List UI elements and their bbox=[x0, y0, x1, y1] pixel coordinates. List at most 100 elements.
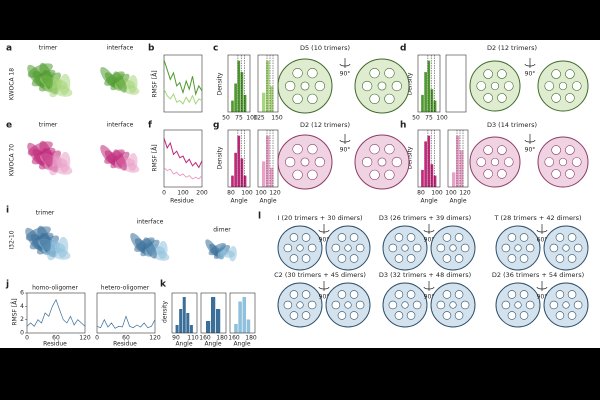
caption: dimer bbox=[213, 227, 231, 234]
hist-bar bbox=[421, 169, 424, 187]
cage-pore bbox=[300, 157, 310, 167]
cage-pore bbox=[394, 254, 404, 263]
cage-pore bbox=[573, 300, 583, 310]
x-tick-label: 100 bbox=[431, 190, 443, 197]
caption: trimer bbox=[39, 122, 58, 129]
y-label: RMSF [Å] bbox=[152, 70, 159, 97]
cage-pore bbox=[442, 311, 452, 320]
caption: interface bbox=[137, 219, 164, 226]
x-tick-label: 0 bbox=[25, 335, 29, 342]
row-name: KWOCA 18 bbox=[9, 68, 16, 100]
hist-bar bbox=[270, 86, 274, 112]
cage-title: D2 (12 trimers) bbox=[487, 44, 537, 52]
cage-pore bbox=[337, 290, 347, 299]
cage-pore bbox=[289, 290, 299, 299]
caption: trimer bbox=[39, 45, 58, 52]
rotation: 90° bbox=[424, 294, 435, 301]
cage-title: D2 (36 trimers + 54 dimers) bbox=[492, 271, 584, 279]
cage-pore bbox=[406, 311, 416, 320]
cage-pore bbox=[349, 254, 359, 263]
hist-bar bbox=[424, 72, 427, 112]
cage-pore bbox=[369, 93, 380, 105]
cage-pore bbox=[454, 311, 464, 320]
cage-pore bbox=[394, 290, 404, 299]
caption: interface bbox=[107, 45, 134, 52]
rotation: 90° bbox=[525, 71, 536, 78]
cage-pore bbox=[571, 81, 582, 91]
plot-frame bbox=[227, 54, 251, 113]
cage-pore bbox=[307, 243, 317, 253]
cage-pore bbox=[369, 67, 380, 79]
cage-pore bbox=[565, 169, 575, 179]
cage-pore bbox=[384, 93, 395, 105]
cage-pore bbox=[401, 301, 409, 309]
cage-pore bbox=[544, 157, 555, 167]
cage-pore bbox=[369, 169, 380, 181]
cage-pore bbox=[442, 290, 452, 299]
plot-frame bbox=[227, 129, 251, 188]
hist-bar bbox=[175, 325, 179, 333]
cage-pore bbox=[349, 290, 359, 299]
cage-pore bbox=[292, 67, 303, 79]
cage-pore bbox=[501, 243, 511, 253]
y-label: RMSF [Å] bbox=[152, 144, 159, 171]
plot-title: hetero-oligomer bbox=[101, 285, 150, 292]
cage-title: T (28 trimers + 42 dimers) bbox=[493, 214, 581, 222]
cage-pore bbox=[307, 93, 318, 105]
x-label: Angle bbox=[420, 198, 437, 205]
rotation: 90° bbox=[319, 237, 330, 244]
hist-bar bbox=[427, 135, 431, 187]
cage-pore bbox=[401, 244, 409, 252]
rotation-icon bbox=[318, 224, 330, 234]
cage-pore bbox=[476, 81, 487, 91]
cage-pore bbox=[307, 169, 318, 181]
panel-label: d bbox=[400, 44, 406, 54]
hist-bar bbox=[424, 141, 427, 187]
x-tick-label: 120 bbox=[149, 335, 161, 342]
x-tick-label: 60 bbox=[122, 335, 130, 342]
cage-pore bbox=[406, 290, 416, 299]
cage-pore bbox=[307, 67, 318, 79]
cage-pore bbox=[292, 169, 303, 181]
cage-title: D5 (10 trimers) bbox=[300, 44, 350, 52]
panel-label: f bbox=[148, 121, 152, 131]
rmsf-line bbox=[163, 137, 203, 169]
content: a trimer interface KWOCA 18 b RMSF [Å] c… bbox=[5, 44, 589, 348]
y-tick-label: 0 bbox=[20, 330, 24, 337]
plot-frame bbox=[200, 292, 227, 334]
x-tick-label: 125 bbox=[253, 115, 265, 122]
hist-bar bbox=[182, 297, 186, 333]
x-tick-label: 0 bbox=[95, 335, 99, 342]
cage-pore bbox=[292, 93, 303, 105]
cage-pore bbox=[301, 311, 311, 320]
rotation-icon bbox=[339, 134, 351, 144]
hist-bar bbox=[433, 100, 437, 112]
cage-pore bbox=[289, 254, 299, 263]
cage-pore bbox=[565, 93, 575, 103]
plot-frame bbox=[229, 292, 256, 334]
hist-bar bbox=[262, 161, 266, 187]
cage-pore bbox=[565, 69, 575, 79]
x-label: Angle bbox=[175, 341, 192, 348]
cage-pore bbox=[436, 300, 446, 310]
cage-pore bbox=[369, 143, 380, 155]
plot-frame bbox=[417, 129, 441, 188]
x-tick-label: 50 bbox=[222, 115, 230, 122]
rotation: 90° bbox=[340, 71, 351, 78]
hist-bar bbox=[427, 60, 431, 112]
row-name: I32-10 bbox=[9, 230, 16, 249]
hist-bar bbox=[189, 325, 193, 333]
cage-pore bbox=[301, 233, 311, 242]
cage-pore bbox=[567, 233, 577, 242]
x-tick-label: 100 bbox=[177, 190, 189, 197]
cage-pore bbox=[331, 300, 341, 310]
panel-label: j bbox=[5, 280, 9, 290]
cage-pore bbox=[558, 81, 568, 91]
x-label: Angle bbox=[230, 198, 247, 205]
x-label: Residue bbox=[43, 341, 67, 348]
x-tick-label: 90 bbox=[172, 335, 180, 342]
panel-label: g bbox=[213, 121, 219, 131]
cage-pore bbox=[507, 311, 517, 320]
rotation-icon bbox=[536, 281, 548, 291]
cage-pore bbox=[355, 243, 365, 253]
